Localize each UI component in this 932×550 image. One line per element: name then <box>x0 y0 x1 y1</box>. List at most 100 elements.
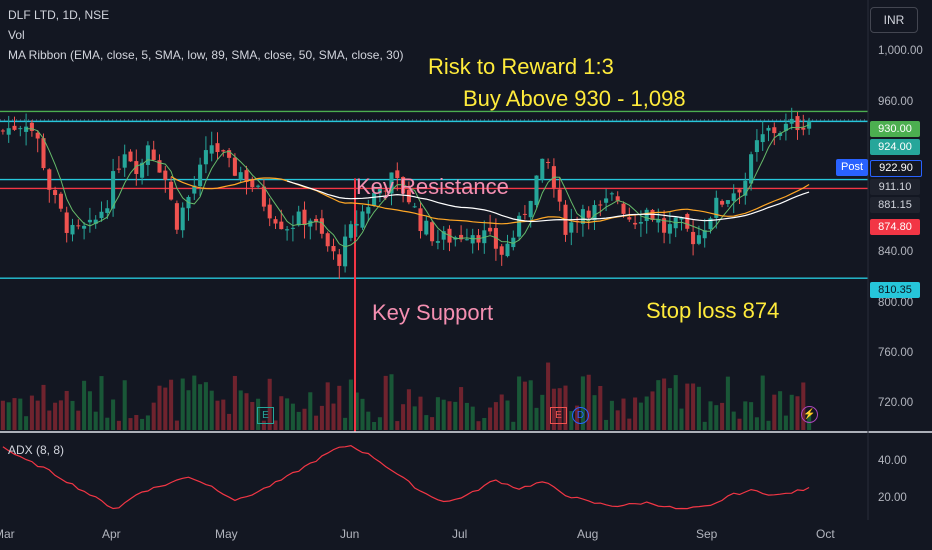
candle-body <box>169 181 174 200</box>
key-support-annotation[interactable]: Key Support <box>372 300 494 325</box>
candle-body <box>35 132 40 139</box>
candle-body <box>267 204 272 219</box>
green-level-label[interactable]: 930.00 <box>870 121 920 137</box>
volume-bar <box>731 411 736 430</box>
candle-body <box>93 219 98 224</box>
candle-body <box>24 126 29 132</box>
candle-body <box>766 127 771 131</box>
candle-body <box>505 243 510 257</box>
candle-body <box>163 170 168 180</box>
candle-body <box>372 193 377 206</box>
candle-body <box>592 205 597 221</box>
volume-bar <box>522 381 527 430</box>
horizontal-levels[interactable] <box>0 110 868 432</box>
candle-body <box>778 133 783 136</box>
vol-indicator-label[interactable]: Vol <box>8 28 25 42</box>
volume-bar <box>696 386 701 430</box>
risk-reward-annotation[interactable]: Risk to Reward 1:3 <box>428 54 614 79</box>
candle-body <box>743 180 748 196</box>
volume-bar <box>557 388 562 430</box>
ema5-line <box>26 124 810 248</box>
volume-bar <box>174 420 179 430</box>
volume-bar <box>580 376 585 430</box>
candle-body <box>662 218 667 233</box>
candle-body <box>192 185 197 194</box>
volume-bar <box>627 418 632 430</box>
candle-body <box>221 150 226 152</box>
volume-bar <box>389 374 394 430</box>
volume-bar <box>412 406 417 430</box>
candle-body <box>569 222 574 233</box>
volume-bar <box>377 417 382 430</box>
candle-body <box>0 130 5 132</box>
adx-line <box>2 444 810 510</box>
candle-body <box>105 208 110 213</box>
last-price-label[interactable]: 924.00 <box>870 139 920 155</box>
volume-bar <box>354 392 359 430</box>
volume-bar <box>772 394 777 430</box>
time-tick: Jul <box>452 527 468 541</box>
red-level-label[interactable]: 874.80 <box>870 219 920 235</box>
time-tick: Sep <box>696 527 718 541</box>
dividend-event-icon[interactable]: D <box>572 407 589 424</box>
candle-body <box>314 218 319 223</box>
candle-body <box>116 168 121 170</box>
currency-button[interactable]: INR <box>870 7 918 33</box>
key-resistance-annotation[interactable]: Key Resistance <box>356 174 509 199</box>
time-tick: Jun <box>340 527 360 541</box>
candle-body <box>633 222 638 225</box>
volume-bar <box>314 415 319 430</box>
volume-bar <box>157 385 162 430</box>
volume-bar <box>244 393 249 430</box>
candle-body <box>209 145 214 154</box>
candle-body <box>754 140 759 153</box>
stop-loss-annotation[interactable]: Stop loss 874 <box>646 298 780 323</box>
support-level-label[interactable]: 810.35 <box>870 282 920 298</box>
time-tick: Oct <box>816 527 835 541</box>
earnings-event-icon[interactable]: E <box>550 407 567 424</box>
volume-bar <box>749 402 754 430</box>
volume-bar <box>395 421 400 430</box>
volume-bar <box>401 404 406 430</box>
buy-above-annotation[interactable]: Buy Above 930 - 1,098 <box>463 86 686 111</box>
ma-value-label[interactable]: 911.10 <box>870 179 920 195</box>
volume-bar <box>53 402 58 430</box>
adx-line <box>2 444 810 510</box>
candle-body <box>430 222 435 242</box>
adx-tick: 20.00 <box>878 492 907 504</box>
volume-bar <box>105 417 110 430</box>
candle-body <box>383 190 388 192</box>
volume-bar <box>290 403 295 430</box>
candle-body <box>749 154 754 184</box>
volume-bar <box>24 416 29 430</box>
candle-body <box>157 160 162 173</box>
adx-label[interactable]: ADX (8, 8) <box>8 443 65 457</box>
volume-bar <box>488 407 493 430</box>
candle-body <box>418 208 423 232</box>
candle-body <box>111 171 116 209</box>
candle-body <box>598 204 603 206</box>
volume-bar <box>227 413 232 430</box>
earnings-event-icon[interactable]: E <box>257 407 274 424</box>
volume-bar <box>308 392 313 430</box>
symbol-title[interactable]: DLF LTD, 1D, NSE <box>8 8 110 22</box>
volume-bar <box>151 402 156 430</box>
candle-body <box>348 224 353 238</box>
candle-body <box>482 230 487 244</box>
ma-value-label[interactable]: 881.15 <box>870 197 920 213</box>
volume-bar <box>551 388 556 430</box>
volume-bar <box>343 417 348 430</box>
candle-body <box>708 218 713 230</box>
volume-bar <box>505 400 510 430</box>
split-event-icon[interactable]: ⚡ <box>801 406 818 423</box>
adx-tick: 40.00 <box>878 455 907 467</box>
ma-ribbon-label[interactable]: MA Ribbon (EMA, close, 5, SMA, low, 89, … <box>8 48 404 62</box>
volume-bar <box>685 383 690 430</box>
post-market-badge[interactable]: Post <box>836 159 868 176</box>
volume-bar <box>70 400 75 430</box>
volume-bar <box>424 415 429 430</box>
candle-body <box>18 128 23 130</box>
post-price-label[interactable]: 922.90 <box>870 160 922 177</box>
sma30-line <box>170 175 810 225</box>
